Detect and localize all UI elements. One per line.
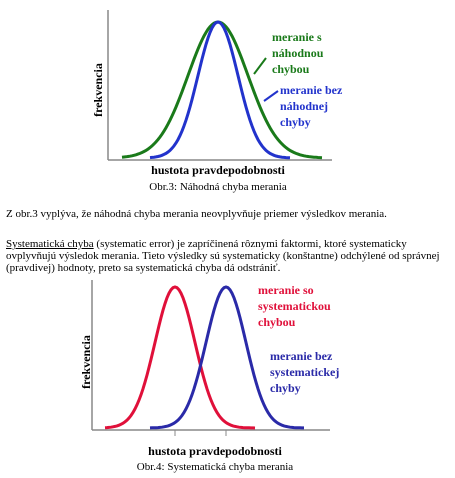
x-label: hustota pravdepodobnosti: [148, 444, 282, 458]
curve-label: chybou: [272, 62, 310, 76]
y-label: frekvencia: [79, 335, 93, 389]
curve-label: systematickej: [270, 365, 339, 379]
paragraph: Systematická chyba (systematic error) je…: [6, 238, 446, 274]
term: Systematická chyba: [6, 238, 94, 250]
curve: [149, 285, 304, 430]
curve-label: náhodnou: [272, 46, 324, 60]
paragraph: Z obr.3 vyplýva, že náhodná chyba merani…: [6, 208, 387, 220]
caption: Obr.3: Náhodná chyba merania: [149, 181, 287, 193]
curve-label: chyby: [280, 115, 311, 129]
curve-label: meranie s: [272, 30, 322, 44]
x-label: hustota pravdepodobnosti: [151, 163, 285, 177]
caption: Obr.4: Systematická chyba merania: [137, 461, 294, 473]
curve-label: systematickou: [258, 299, 331, 313]
curve-label: chybou: [258, 315, 296, 329]
y-label: frekvencia: [91, 63, 105, 117]
figure-1: frekvencia hustota pravdepodobnosti Obr.…: [91, 10, 343, 193]
text: (systematic error) je zapríčinená rôznym…: [6, 238, 440, 274]
curve: [149, 20, 291, 160]
figure-2: frekvencia hustota pravdepodobnosti Obr.…: [79, 280, 339, 473]
curve-label: meranie bez: [280, 83, 343, 97]
curve-label: meranie bez: [270, 349, 333, 363]
curve-label: náhodnej: [280, 99, 328, 113]
curve: [104, 285, 256, 430]
curve-label: chyby: [270, 381, 301, 395]
curve-label: meranie so: [258, 283, 314, 297]
